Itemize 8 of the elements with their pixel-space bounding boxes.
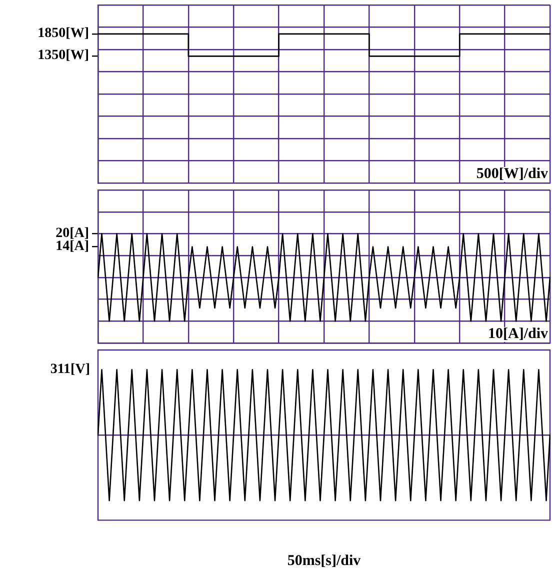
- y-tick-label: 1350[W]: [38, 48, 89, 64]
- text: 311[V]: [50, 362, 90, 378]
- y-tick-label: 1850[W]: [38, 26, 89, 42]
- x-axis-title: 50ms[s]/div: [287, 553, 361, 570]
- y-tick-label: 14[A]: [56, 238, 89, 255]
- y-tick-label: 20[A]: [56, 226, 89, 241]
- annotation: 10[A]/div: [486, 326, 548, 342]
- annotation: 500[W]/div: [474, 166, 548, 182]
